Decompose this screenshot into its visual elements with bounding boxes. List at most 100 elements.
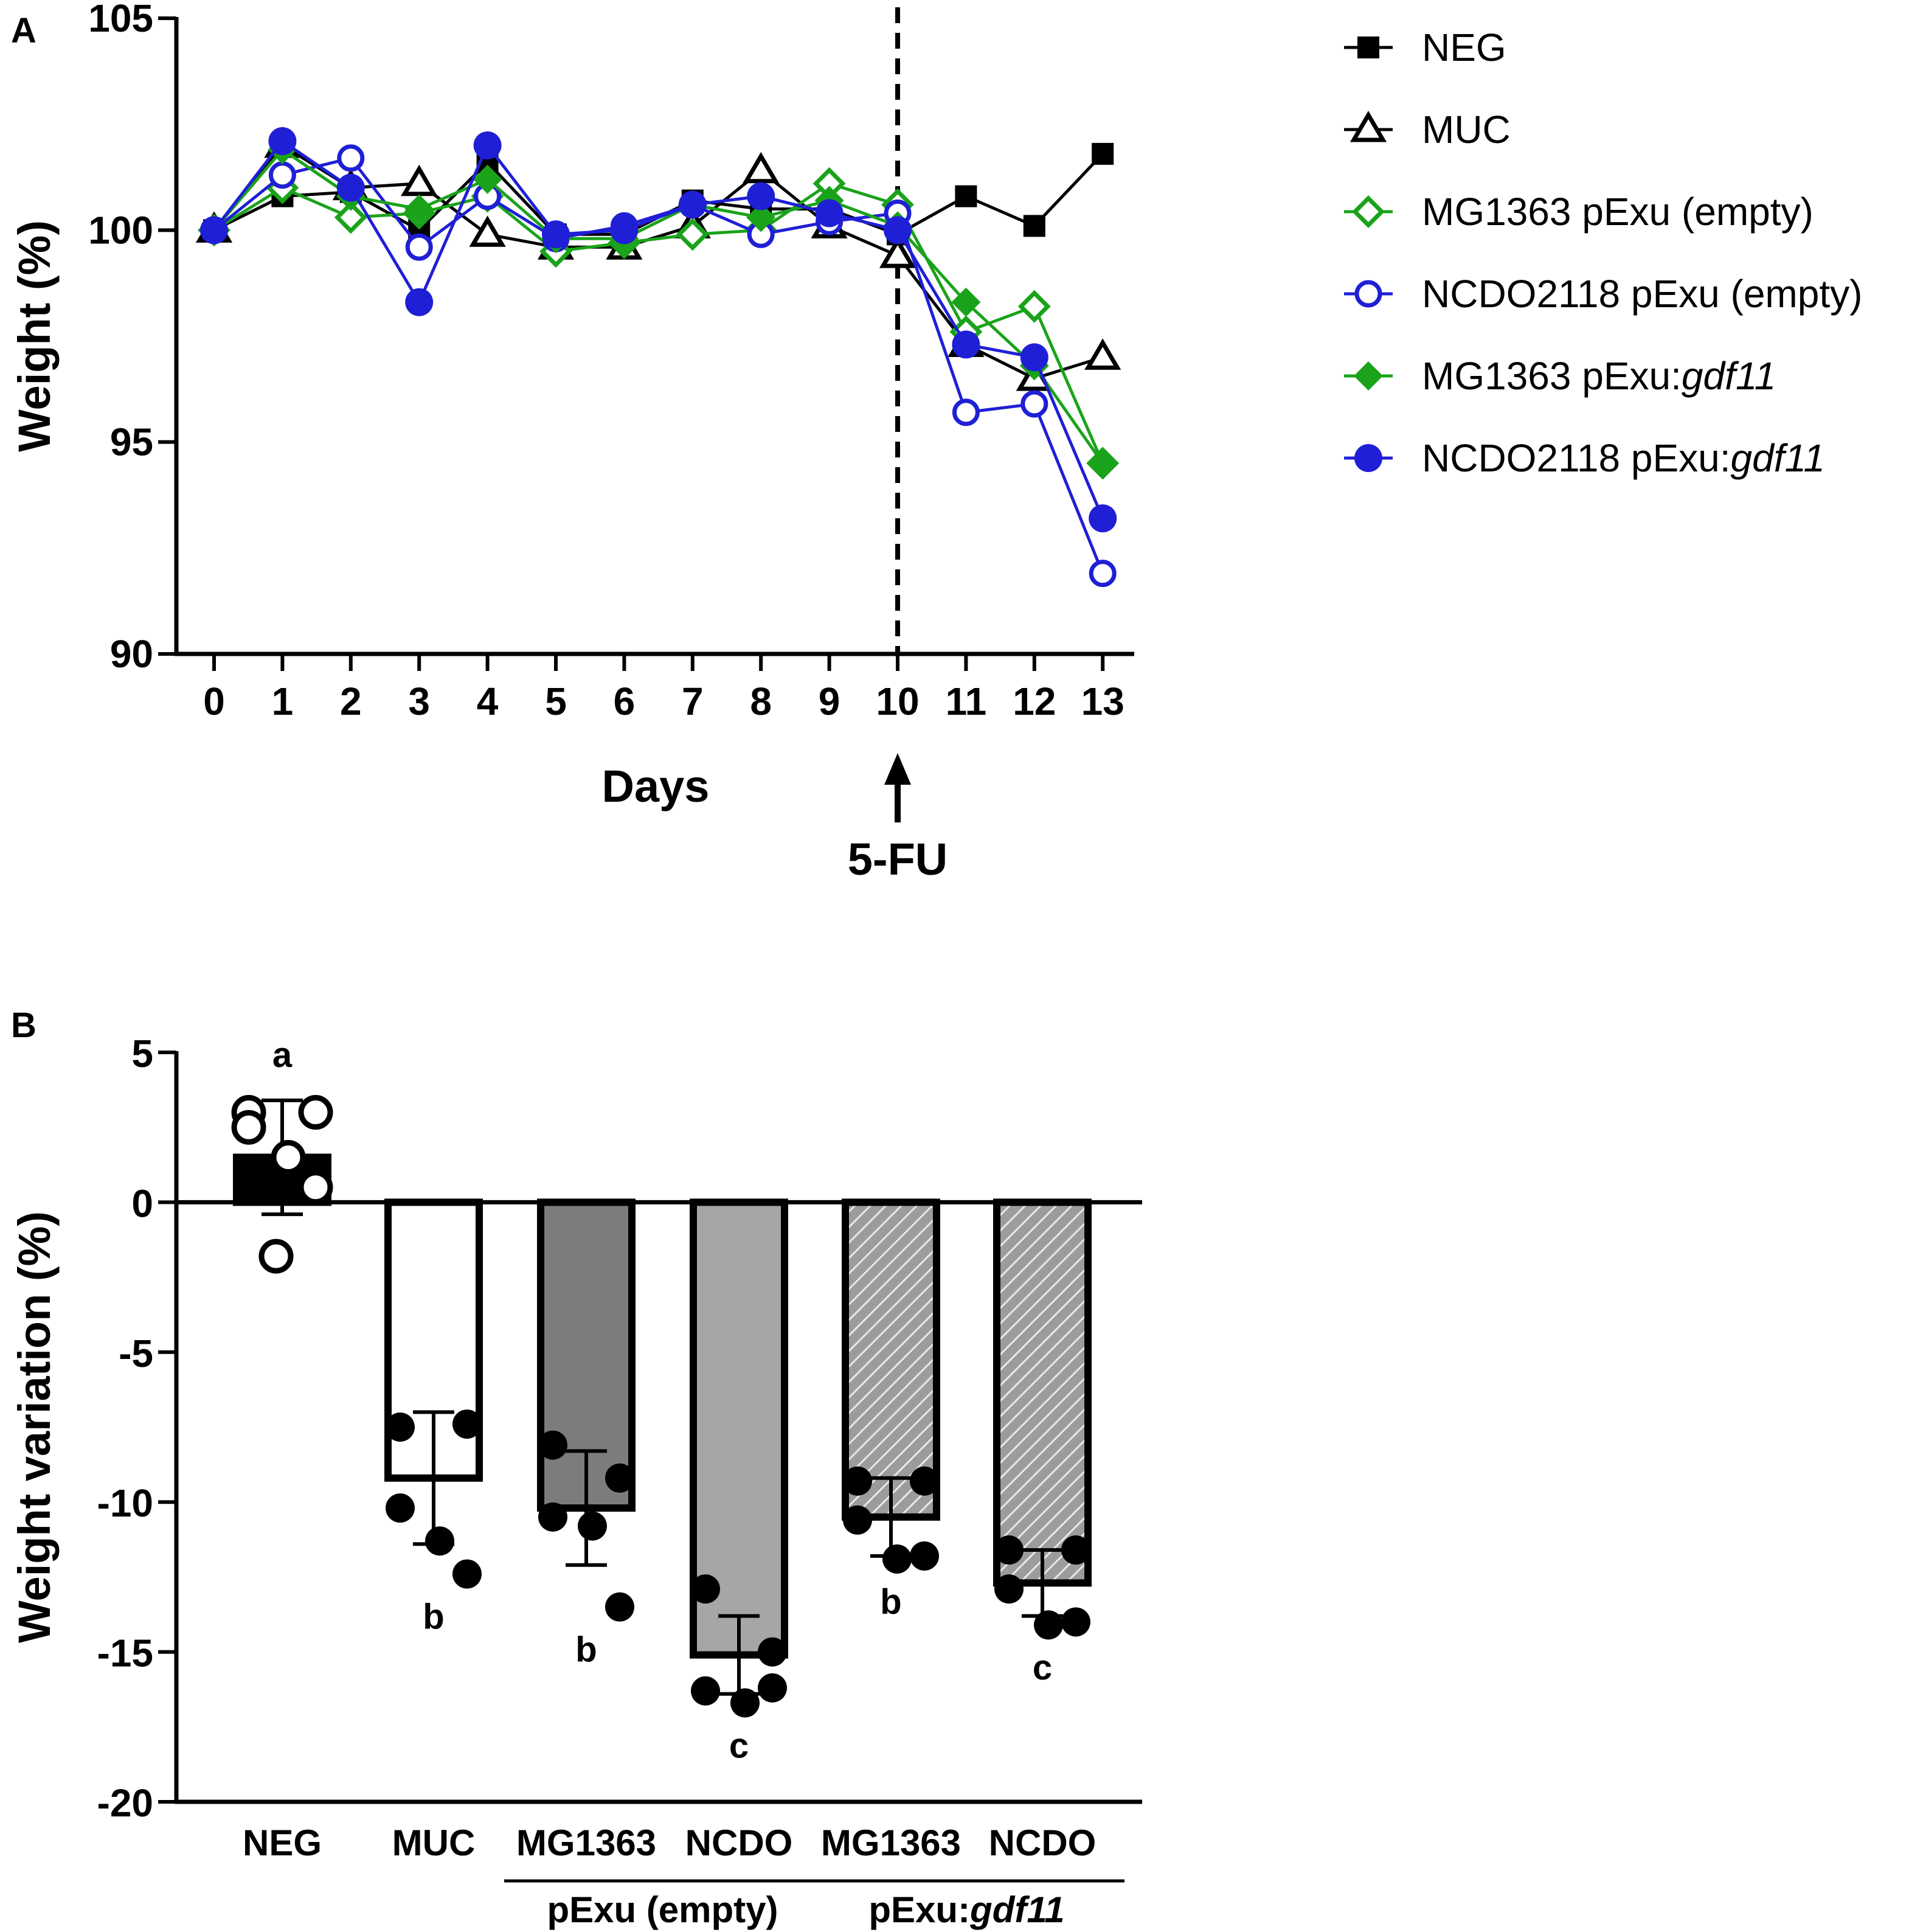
significance-letter: b [880, 1582, 901, 1622]
legend-label: NEG [1422, 26, 1506, 69]
x-tick-label: 6 [614, 679, 636, 723]
legend-label-italic: gdf11 [1731, 436, 1825, 480]
significance-letter: b [423, 1597, 444, 1636]
circle-marker [952, 398, 980, 426]
data-point [910, 1466, 939, 1496]
circle-marker [1020, 343, 1048, 372]
category-label: MG1363 [516, 1823, 656, 1863]
data-point [298, 1095, 333, 1130]
circle-marker [542, 220, 570, 249]
y-tick-label: -10 [97, 1481, 154, 1525]
data-point [605, 1463, 634, 1493]
panel-a-x-axis-title: Days [602, 761, 710, 811]
panel-a-legend: NEG MUC MG1363 pExu (empty) NCDO2118 pExu (… [1344, 26, 1862, 480]
data-point [1034, 1610, 1063, 1640]
legend-entry: MUC [1344, 108, 1511, 151]
circle-marker [268, 127, 297, 156]
diamond-marker [1354, 361, 1383, 391]
panel-b-letter: B [11, 1006, 36, 1045]
data-point [843, 1505, 872, 1535]
x-tick-label: 2 [340, 679, 362, 723]
x-tick-label: 5 [545, 679, 567, 723]
data-point [882, 1544, 912, 1574]
bar-group-1: a [231, 1035, 333, 1274]
x-tick-label: 8 [750, 679, 772, 723]
category-label: NCDO [685, 1823, 793, 1863]
y-tick-label: 95 [110, 420, 153, 464]
x-tick-label: 3 [408, 679, 430, 723]
data-point [605, 1592, 634, 1622]
x-tick-label: 10 [876, 679, 919, 723]
circle-marker [473, 131, 502, 159]
bar [993, 1198, 1092, 1587]
y-tick-label: 100 [88, 208, 153, 252]
bar-group-3: b [537, 1198, 636, 1670]
data-point [994, 1574, 1024, 1604]
data-point [425, 1526, 454, 1556]
series-muc [195, 127, 1121, 391]
y-tick-label: 90 [110, 632, 153, 676]
x-tick-label: 11 [946, 679, 987, 723]
x-tick-label: 7 [682, 679, 704, 723]
data-point [386, 1493, 415, 1523]
legend-label-italic: gdf11 [1682, 354, 1776, 398]
y-tick-label: -15 [97, 1631, 154, 1675]
panel-b-axes: 5 0 -5 -10 -15 -20 [97, 1032, 1142, 1825]
data-point [538, 1430, 567, 1460]
data-point [578, 1511, 607, 1541]
triangle-marker [401, 164, 438, 196]
group-label-italic: gdf11 [969, 1889, 1065, 1930]
y-tick-label: 5 [131, 1032, 153, 1075]
circle-marker [337, 144, 365, 172]
circle-marker [1354, 280, 1382, 308]
data-point [298, 1170, 333, 1205]
circle-marker [952, 330, 980, 359]
square-marker [955, 185, 977, 207]
data-point [452, 1559, 482, 1589]
legend-label: NCDO2118 pExu:gdf11 [1422, 436, 1825, 480]
x-tick-label: 0 [203, 679, 225, 723]
significance-letter: c [729, 1726, 749, 1765]
legend-label: MG1363 pExu:gdf11 [1422, 354, 1776, 398]
data-point [691, 1574, 720, 1604]
data-point [386, 1413, 415, 1442]
circle-marker [336, 173, 365, 202]
y-tick-label: 105 [88, 0, 153, 40]
panel-b-bars: a b b c b c [176, 1035, 1142, 1765]
panel-a-y-axis-title: Weight (%) [9, 220, 60, 452]
legend-label-text: NCDO2118 pExu: [1422, 436, 1731, 480]
bar-group-5: b [842, 1198, 940, 1622]
group-label-text: pExu (empty) [547, 1889, 778, 1930]
significance-letter: a [272, 1035, 293, 1075]
data-point [843, 1466, 872, 1496]
diamond-marker [473, 164, 502, 194]
diamond-marker [1088, 448, 1118, 478]
legend-entry: MG1363 pExu (empty) [1344, 190, 1814, 234]
legend-entry: NCDO2118 pExu (empty) [1344, 272, 1862, 316]
diamond-marker [1352, 195, 1385, 228]
data-point [910, 1541, 939, 1571]
y-tick-label: -5 [119, 1332, 153, 1375]
x-tick-label: 12 [1013, 679, 1056, 723]
data-point [758, 1637, 787, 1667]
diamond-marker [676, 218, 709, 251]
series-line [213, 156, 1104, 574]
legend-entry: NCDO2118 pExu:gdf11 [1344, 436, 1825, 480]
x-tick-label: 1 [272, 679, 294, 723]
circle-marker [747, 182, 775, 210]
legend-label: MUC [1422, 108, 1511, 151]
triangle-marker [1350, 111, 1387, 142]
diamond-marker [746, 203, 776, 232]
data-point [231, 1110, 266, 1145]
triangle-marker [1084, 338, 1121, 370]
bar-group-6: c [993, 1198, 1092, 1687]
panel-b-y-axis-title: Weight variation (%) [9, 1211, 60, 1643]
circle-marker [678, 190, 707, 219]
category-label: MG1363 [821, 1823, 961, 1863]
y-tick-label: 0 [131, 1181, 153, 1225]
circle-marker [405, 233, 433, 261]
legend-entry: MG1363 pExu:gdf11 [1344, 354, 1776, 398]
circle-marker [268, 161, 296, 189]
